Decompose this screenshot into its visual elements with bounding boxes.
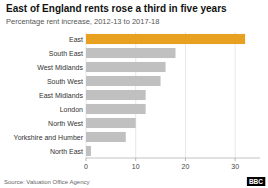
tick-mark xyxy=(235,158,236,161)
bar xyxy=(86,104,146,114)
y-tick-label: South West xyxy=(47,78,83,85)
tick-mark xyxy=(86,158,87,161)
bar xyxy=(86,118,136,128)
chart: East of England rents rose a third in fi… xyxy=(0,0,268,188)
grid-line xyxy=(185,32,186,158)
logo-text: BBC xyxy=(249,178,263,185)
x-tick-label: 30 xyxy=(231,163,239,170)
bar xyxy=(86,62,166,72)
bar xyxy=(86,76,161,86)
x-tick-label: 0 xyxy=(84,163,88,170)
y-tick-label: East xyxy=(69,36,83,43)
y-tick-label: Yorkshire and Humber xyxy=(14,134,84,141)
x-tick-label: 10 xyxy=(132,163,140,170)
x-tick-label: 20 xyxy=(182,163,190,170)
bar xyxy=(86,146,91,156)
logo: BBC xyxy=(247,177,265,186)
bar xyxy=(86,132,126,142)
tick-mark xyxy=(135,158,136,161)
y-tick-label: West Midlands xyxy=(37,64,83,71)
grid xyxy=(86,32,235,158)
bar xyxy=(86,90,146,100)
y-tick-label: South East xyxy=(49,50,83,57)
grid-line xyxy=(235,32,236,158)
bar xyxy=(86,34,245,44)
bars xyxy=(86,34,245,156)
title: East of England rents rose a third in fi… xyxy=(6,3,227,14)
bar xyxy=(86,48,175,58)
x-axis xyxy=(86,158,260,159)
y-tick-label: East Midlands xyxy=(39,92,83,99)
y-tick-label: London xyxy=(60,106,83,113)
tick-mark xyxy=(185,158,186,161)
logo-box xyxy=(247,177,265,186)
subtitle: Percentage rent increase, 2012-13 to 201… xyxy=(6,17,159,26)
background xyxy=(0,0,268,188)
y-tick-label: North West xyxy=(48,120,83,127)
source: Source: Valuation Office Agency xyxy=(4,179,90,185)
y-tick-label: North East xyxy=(50,148,83,155)
